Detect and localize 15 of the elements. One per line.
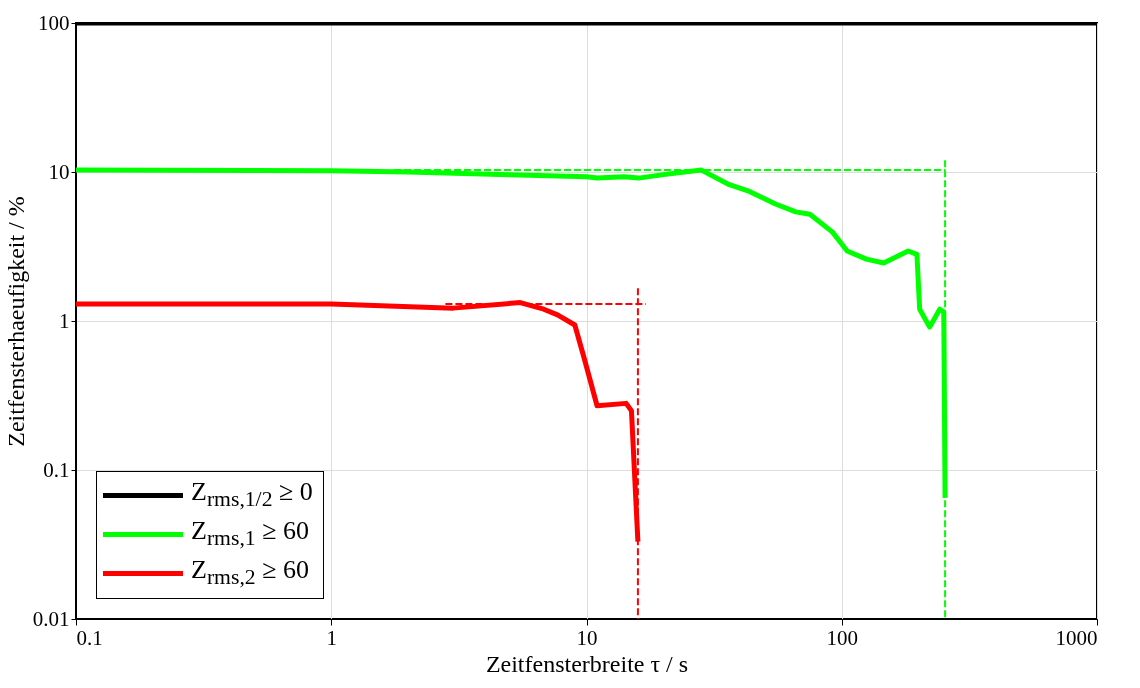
y-tick-label: 0.01 [32, 606, 70, 631]
legend-label: Z$_{rms,1/2}$ ≥ 0 [191, 476, 313, 514]
x-tick-label: 100 [826, 625, 858, 650]
x-axis-title: Zeitfensterbreite τ / s [485, 650, 689, 677]
y-axis-title: Zeitfensterhaeufigkeit / % [2, 196, 29, 447]
x-tick-label: 1000 [1055, 625, 1098, 650]
x-tick-label: 1 [326, 625, 337, 650]
x-tick-label: 10 [576, 625, 598, 650]
y-tick-label: 0.1 [43, 457, 70, 482]
legend-label: Z$_{rms,1}$ ≥ 60 [191, 515, 309, 553]
y-tick-label: 100 [38, 10, 70, 35]
y-tick-label: 1 [59, 308, 70, 333]
x-tick-label: 0.1 [76, 625, 103, 650]
y-tick-label: 10 [48, 159, 70, 184]
legend-label: Z$_{rms,2}$ ≥ 60 [191, 554, 309, 592]
